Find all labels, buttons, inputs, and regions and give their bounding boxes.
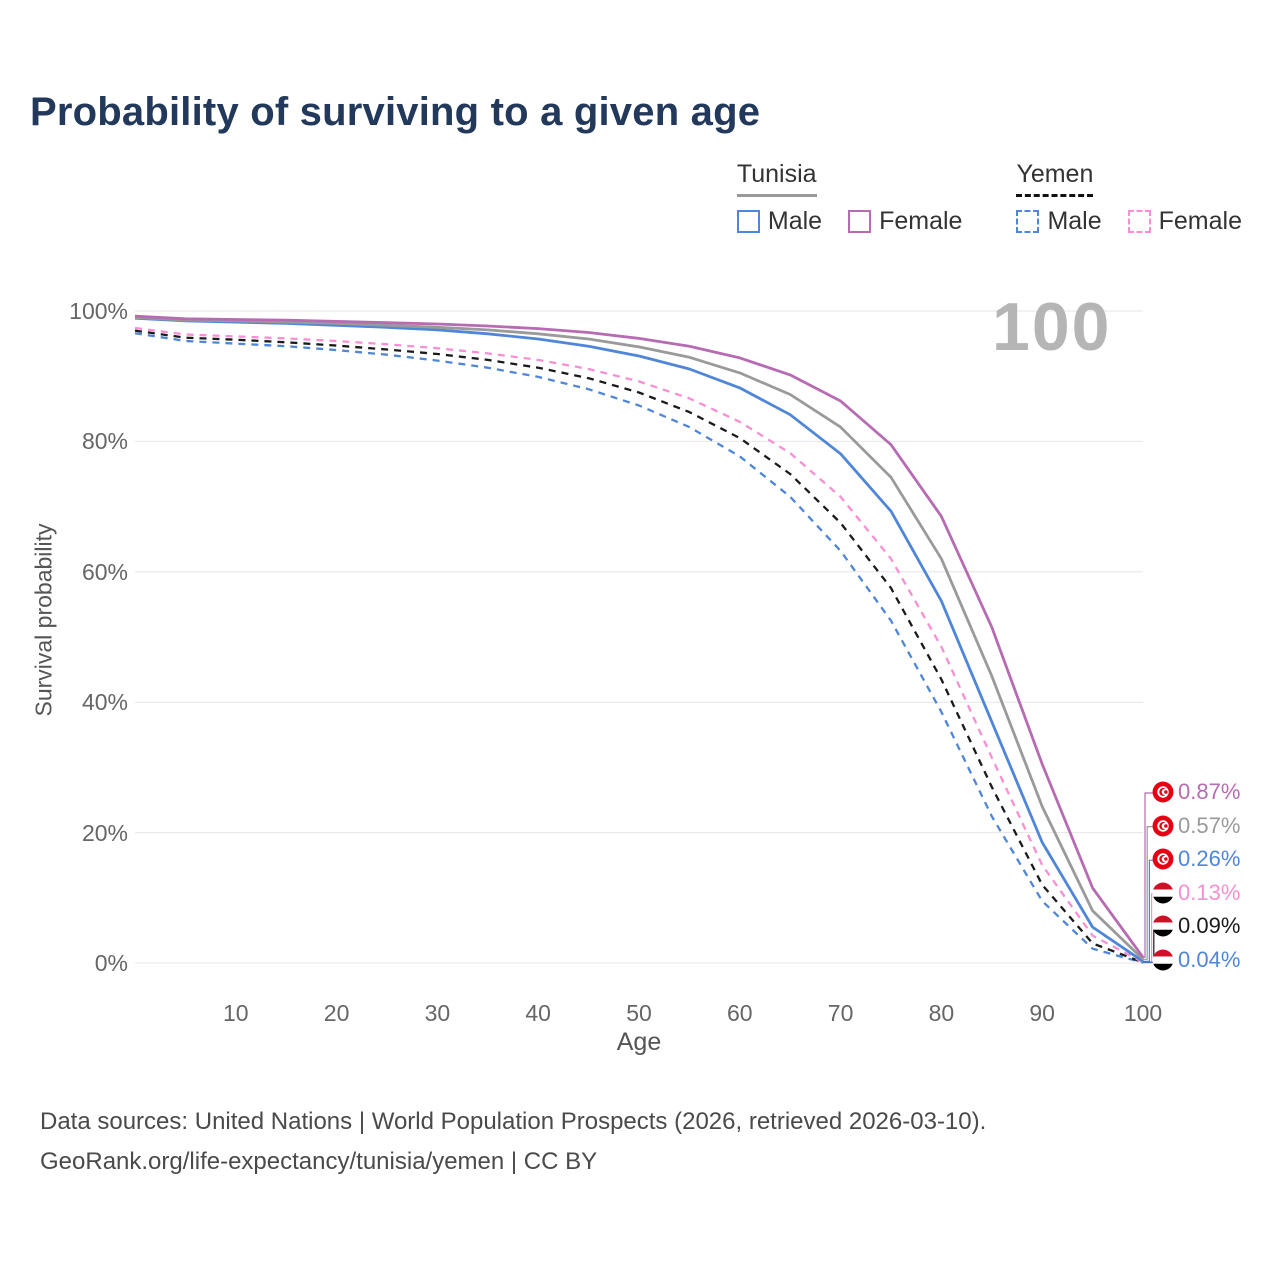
tunisia-flag-icon: [1152, 848, 1174, 870]
page-title: Probability of surviving to a given age: [30, 90, 761, 134]
legend-group-label-tunisia: Tunisia: [736, 160, 817, 197]
end-label-value: 0.26%: [1178, 846, 1241, 872]
series-line-tunisia-female: [134, 314, 1145, 959]
y-tick-label: 0%: [94, 950, 128, 976]
series-line-yemen-female: [134, 326, 1144, 964]
series-line-tunisia: [134, 316, 1144, 961]
y-axis-title: Survival probability: [30, 523, 57, 717]
series-end-label-tunisia-male: 0.26%: [1152, 846, 1240, 872]
x-tick-label: 60: [727, 1000, 753, 1026]
x-tick-label: 90: [1029, 1000, 1055, 1026]
end-label-value: 0.87%: [1178, 779, 1241, 804]
legend-group-label-yemen: Yemen: [1016, 160, 1094, 197]
series-end-label-yemen-male: 0.04%: [1152, 947, 1240, 973]
x-tick-label: 70: [827, 1000, 854, 1026]
hover-age-watermark: 100: [992, 289, 1112, 365]
legend-item-label: Female: [1158, 207, 1242, 235]
legend-swatch: [736, 210, 760, 233]
x-tick-label: 30: [424, 1000, 451, 1026]
x-tick-label: 10: [223, 1000, 249, 1026]
legend-group-tunisia: Tunisia Male Female: [736, 160, 962, 236]
tunisia-flag-icon: [1152, 781, 1174, 803]
yemen-flag-icon: [1152, 949, 1174, 971]
x-tick-label: 20: [323, 1000, 350, 1026]
series-line-yemen-male: [134, 332, 1144, 964]
series-end-label-yemen: 0.09%: [1152, 913, 1240, 939]
end-label-value: 0.57%: [1178, 812, 1241, 838]
x-tick-label: 80: [928, 1000, 955, 1026]
x-axis-title: Age: [616, 1028, 662, 1056]
legend-item-label: Female: [879, 207, 963, 235]
legend-swatch: [1016, 210, 1040, 233]
legend-item-yemen-female[interactable]: Female: [1127, 207, 1242, 236]
end-label-value: 0.04%: [1178, 947, 1241, 972]
legend-item-label: Male: [1047, 207, 1102, 235]
footer-data-sources: Data sources: United Nations | World Pop…: [40, 1108, 987, 1135]
end-label-connector: [1143, 826, 1157, 960]
y-tick-label: 100%: [69, 298, 128, 324]
footer-attribution: GeoRank.org/life-expectancy/tunisia/yeme…: [40, 1148, 598, 1175]
series-end-label-tunisia: 0.57%: [1152, 813, 1240, 839]
y-tick-label: 80%: [81, 428, 128, 455]
series-line-tunisia-male: [134, 316, 1144, 963]
legend-swatch: [848, 210, 872, 233]
x-tick-label: 50: [626, 1000, 652, 1026]
yemen-flag-icon: [1152, 915, 1174, 937]
x-tick-label: 40: [525, 1000, 551, 1026]
y-tick-label: 40%: [81, 689, 128, 716]
legend-item-tunisia-male[interactable]: Male: [736, 207, 823, 236]
legend-item-yemen-male[interactable]: Male: [1016, 207, 1102, 236]
yemen-flag-icon: [1152, 882, 1174, 904]
end-label-value: 0.13%: [1178, 879, 1241, 905]
y-tick-label: 60%: [81, 558, 128, 585]
series-line-yemen: [134, 329, 1144, 964]
series-end-label-tunisia-female: 0.87%: [1152, 779, 1240, 805]
legend-item-label: Male: [767, 207, 823, 235]
end-label-connector: [1143, 792, 1157, 958]
legend-item-tunisia-female[interactable]: Female: [848, 207, 962, 236]
tunisia-flag-icon: [1152, 815, 1174, 837]
legend: Tunisia Male Female Yemen Male Female: [736, 160, 1242, 236]
legend-group-yemen: Yemen Male Female: [1016, 160, 1242, 236]
legend-swatch: [1127, 210, 1151, 233]
y-tick-label: 20%: [81, 819, 128, 846]
series-end-label-yemen-female: 0.13%: [1152, 880, 1240, 906]
x-tick-label: 100: [1123, 1000, 1163, 1026]
end-label-value: 0.09%: [1178, 913, 1241, 939]
